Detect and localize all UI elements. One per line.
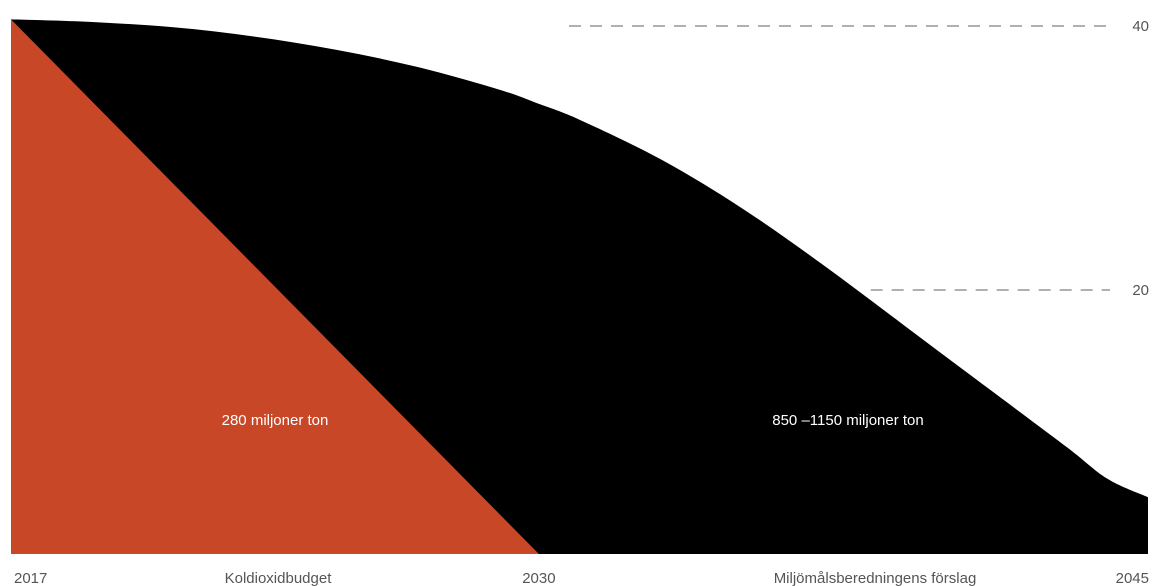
y-tick-label-20: 20 — [1132, 282, 1149, 299]
area-koldioxidbudget — [11, 19, 539, 554]
annotation-miljomalsberedningens-forslag: 850 –1150 miljoner ton — [772, 412, 924, 429]
x-tick-label-2017: 2017 — [14, 570, 47, 586]
grid-lines — [569, 25, 1110, 291]
series-label-miljomalsberedningens-forslag: Miljömålsberedningens förslag — [774, 570, 977, 586]
annotation-koldioxidbudget: 280 miljoner ton — [222, 412, 329, 429]
x-tick-label-2045: 2045 — [1116, 570, 1149, 586]
x-tick-label-2030: 2030 — [522, 570, 555, 586]
label-layer: 40 20 2017 2030 2045 Koldioxidbudget Miljömåls… — [14, 18, 1149, 586]
area-layer — [11, 19, 1148, 554]
y-tick-label-40: 40 — [1132, 18, 1149, 35]
series-label-koldioxidbudget: Koldioxidbudget — [225, 570, 333, 586]
